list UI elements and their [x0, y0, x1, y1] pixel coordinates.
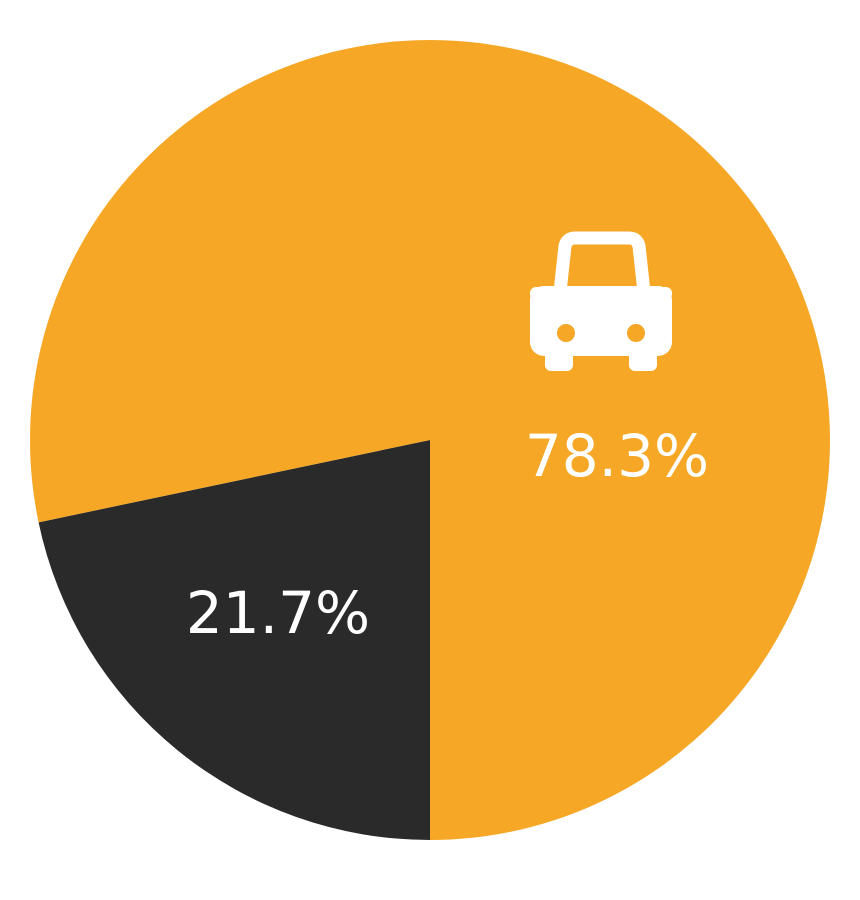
- value-label: 21.7%: [186, 579, 370, 647]
- value-label: 78.3%: [525, 422, 709, 490]
- slices: [30, 39, 830, 840]
- pie-slice: [38, 440, 431, 840]
- car-icon: [530, 231, 672, 371]
